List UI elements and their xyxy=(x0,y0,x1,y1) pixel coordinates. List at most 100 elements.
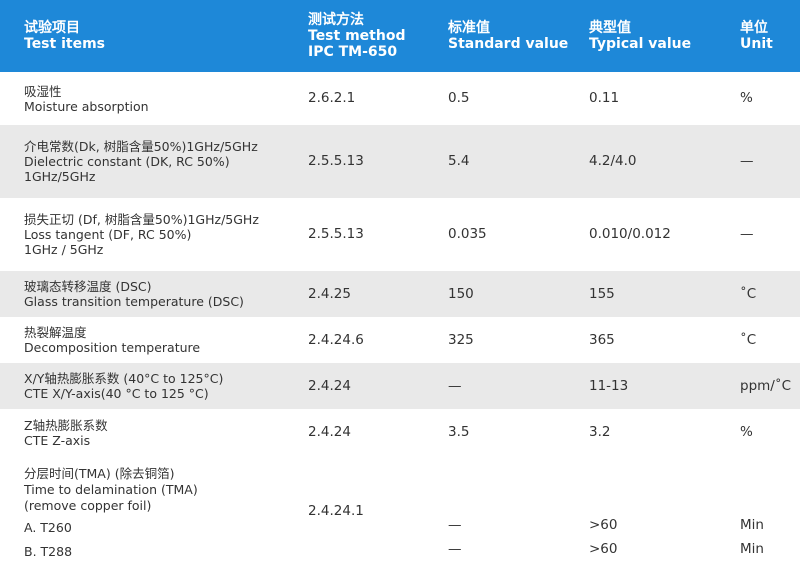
typical-cell: 365 xyxy=(571,317,722,363)
method-cell: 2.4.24 xyxy=(290,363,430,409)
test-item-zh: X/Y轴热膨胀系数 (40°C to 125°C) xyxy=(24,371,224,386)
test-item-zh: 热裂解温度 xyxy=(24,325,87,340)
standard-cell: 0.5 xyxy=(430,72,571,125)
header-unit: 单位 Unit xyxy=(722,0,800,72)
typical-value: 0.010/0.012 xyxy=(589,226,671,242)
header-typical-value-en: Typical value xyxy=(589,36,692,52)
test-item-cell: 玻璃态转移温度 (DSC) Glass transition temperatur… xyxy=(0,271,290,317)
typical-cell: 11-13 xyxy=(571,363,722,409)
table-row: 热裂解温度 Decomposition temperature 2.4.24.6 32… xyxy=(0,317,800,363)
method-cell: 2.4.25 xyxy=(290,271,430,317)
delam-method-cell: 2.4.24.1 xyxy=(290,456,430,575)
method-cell: 2.6.2.1 xyxy=(290,72,430,125)
test-item-en: Dielectric constant (DK, RC 50%) xyxy=(24,154,230,169)
test-item-en: Glass transition temperature (DSC) xyxy=(24,294,244,309)
table-row: X/Y轴热膨胀系数 (40°C to 125°C) CTE X/Y-axis(40… xyxy=(0,363,800,409)
test-item-cell: 吸湿性 Moisture absorption xyxy=(0,72,290,125)
standard-cell: 0.035 xyxy=(430,198,571,271)
standard-value: 0.035 xyxy=(448,226,487,242)
standard-value: 0.5 xyxy=(448,90,470,106)
unit-cell: ˚C xyxy=(722,317,800,363)
delam-item-cell: 分层时间(TMA) (除去铜箔) Time to delamination (T… xyxy=(0,456,290,575)
method-cell: 2.5.5.13 xyxy=(290,198,430,271)
header-standard-value-zh: 标准值 xyxy=(448,20,490,36)
test-item-en: Decomposition temperature xyxy=(24,340,201,355)
typical-cell: 0.010/0.012 xyxy=(571,198,722,271)
unit-cell: ˚C xyxy=(722,271,800,317)
test-item-zh: 吸湿性 xyxy=(24,83,62,99)
header-typical-value-zh: 典型值 xyxy=(589,20,631,36)
header-test-items: 试验项目 Test items xyxy=(0,0,290,72)
test-item-zh: 介电常数(Dk, 树脂含量50%)1GHz/5GHz xyxy=(24,139,258,154)
header-unit-zh: 单位 xyxy=(740,20,768,36)
delam-a-typical: >60 xyxy=(589,517,618,533)
unit-cell: ppm/˚C xyxy=(722,363,800,409)
test-item-zh: Z轴热膨胀系数 xyxy=(24,417,108,433)
test-item-en: Loss tangent (DF, RC 50%) xyxy=(24,227,192,242)
typical-cell: 0.11 xyxy=(571,72,722,125)
test-item-zh: 玻璃态转移温度 (DSC) xyxy=(24,279,152,294)
header-row: 试验项目 Test items 测试方法 Test method IPC TM-… xyxy=(0,0,800,72)
delam-b-unit: Min xyxy=(740,541,764,557)
method-cell: 2.4.24.6 xyxy=(290,317,430,363)
unit-value: % xyxy=(740,424,753,440)
method-value: 2.5.5.13 xyxy=(308,226,364,242)
test-item-cell: 损失正切 (Df, 树脂含量50%)1GHz/5GHz Loss tangent … xyxy=(0,198,290,271)
standard-value: — xyxy=(448,377,462,394)
test-item-en: CTE X/Y-axis(40 °C to 125 °C) xyxy=(24,386,209,401)
header-test-items-zh: 试验项目 xyxy=(24,20,80,36)
delam-a-unit: Min xyxy=(740,517,764,533)
typical-value: 4.2/4.0 xyxy=(589,153,637,169)
header-test-items-en: Test items xyxy=(24,36,105,52)
test-item-en2: 1GHz/5GHz xyxy=(24,169,96,184)
standard-value: 150 xyxy=(448,285,474,302)
unit-value: — xyxy=(740,226,754,242)
delam-unit-cell: Min Min xyxy=(722,456,800,575)
standard-cell: 3.5 xyxy=(430,409,571,456)
header-test-method: 测试方法 Test method IPC TM-650 xyxy=(290,0,430,72)
typical-cell: 4.2/4.0 xyxy=(571,125,722,198)
unit-cell: — xyxy=(722,198,800,271)
method-value: 2.4.24 xyxy=(308,424,351,440)
standard-cell: 325 xyxy=(430,317,571,363)
method-value: 2.4.25 xyxy=(308,285,351,302)
table-row: 玻璃态转移温度 (DSC) Glass transition temperatur… xyxy=(0,271,800,317)
typical-value: 155 xyxy=(589,285,615,302)
method-cell: 2.5.5.13 xyxy=(290,125,430,198)
header-test-method-en: Test method xyxy=(308,28,406,44)
delam-item-en: Time to delamination (TMA) xyxy=(24,482,198,497)
delam-method: 2.4.24.1 xyxy=(308,503,364,519)
test-item-en: CTE Z-axis xyxy=(24,432,91,448)
standard-cell: — xyxy=(430,363,571,409)
delam-item-en2: (remove copper foil) xyxy=(24,498,152,513)
table-row: 损失正切 (Df, 树脂含量50%)1GHz/5GHz Loss tangent … xyxy=(0,198,800,271)
standard-value: 325 xyxy=(448,331,474,348)
typical-value: 0.11 xyxy=(589,90,620,106)
test-item-en2: 1GHz / 5GHz xyxy=(24,242,104,257)
table-row: 吸湿性 Moisture absorption 2.6.2.1 0.5 0.11% xyxy=(0,72,800,125)
table-row: 介电常数(Dk, 树脂含量50%)1GHz/5GHz Dielectric con… xyxy=(0,125,800,198)
method-value: 2.4.24.6 xyxy=(308,331,364,348)
unit-value: ppm/˚C xyxy=(740,377,792,394)
header-standard-value-en: Standard value xyxy=(448,36,569,52)
header-standard-value: 标准值 Standard value xyxy=(430,0,571,72)
unit-value: % xyxy=(740,90,753,106)
unit-value: — xyxy=(740,153,754,169)
standard-value: 5.4 xyxy=(448,153,470,169)
test-item-en: Moisture absorption xyxy=(24,98,149,114)
typical-cell: 3.2 xyxy=(571,409,722,456)
unit-cell: — xyxy=(722,125,800,198)
delam-a-standard: — xyxy=(448,517,462,533)
standard-cell: 5.4 xyxy=(430,125,571,198)
typical-cell: 155 xyxy=(571,271,722,317)
header-unit-en: Unit xyxy=(740,36,773,52)
unit-cell: % xyxy=(722,72,800,125)
typical-value: 3.2 xyxy=(589,424,611,440)
standard-cell: 150 xyxy=(430,271,571,317)
test-item-cell: 介电常数(Dk, 树脂含量50%)1GHz/5GHz Dielectric con… xyxy=(0,125,290,198)
table-row-delamination: 分层时间(TMA) (除去铜箔) Time to delamination (T… xyxy=(0,456,800,575)
test-item-cell: Z轴热膨胀系数 CTE Z-axis xyxy=(0,409,290,456)
delam-typical-cell: >60 >60 xyxy=(571,456,722,575)
typical-value: 11-13 xyxy=(589,377,629,394)
